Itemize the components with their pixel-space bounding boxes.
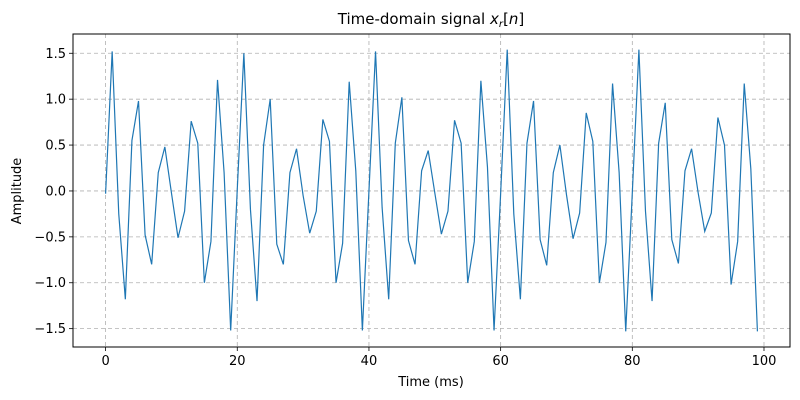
x-tick-label: 20	[229, 354, 246, 369]
y-tick-label: −1.0	[34, 276, 66, 291]
x-tick-label: 60	[492, 354, 509, 369]
grid-lines	[73, 34, 790, 347]
x-axis-ticks: 0 20 40 60 80 100	[101, 347, 776, 369]
y-tick-label: 1.0	[45, 93, 66, 108]
signal-line	[104, 49, 759, 332]
y-axis-label: Amplitude	[10, 158, 25, 225]
x-axis-label: Time (ms)	[397, 375, 464, 390]
title-bracket-close: ]	[518, 10, 524, 28]
series-line	[104, 49, 759, 332]
title-bracket: [	[503, 10, 509, 28]
y-axis-ticks: −1.5 −1.0 −0.5 0.0 0.5 1.0 1.5	[34, 47, 73, 337]
title-index: n	[509, 10, 519, 28]
y-tick-label: 0.5	[45, 139, 66, 154]
x-tick-label: 100	[752, 354, 777, 369]
y-tick-label: −1.5	[34, 322, 66, 337]
axes-frame	[72, 33, 791, 348]
x-tick-label: 80	[624, 354, 641, 369]
y-tick-label: 1.5	[45, 47, 66, 62]
x-tick-label: 0	[101, 354, 109, 369]
y-tick-label: 0.0	[45, 184, 66, 199]
chart-title: Time-domain signal xr[n]	[337, 10, 524, 30]
x-tick-label: 40	[361, 354, 378, 369]
y-tick-label: −0.5	[34, 230, 66, 245]
